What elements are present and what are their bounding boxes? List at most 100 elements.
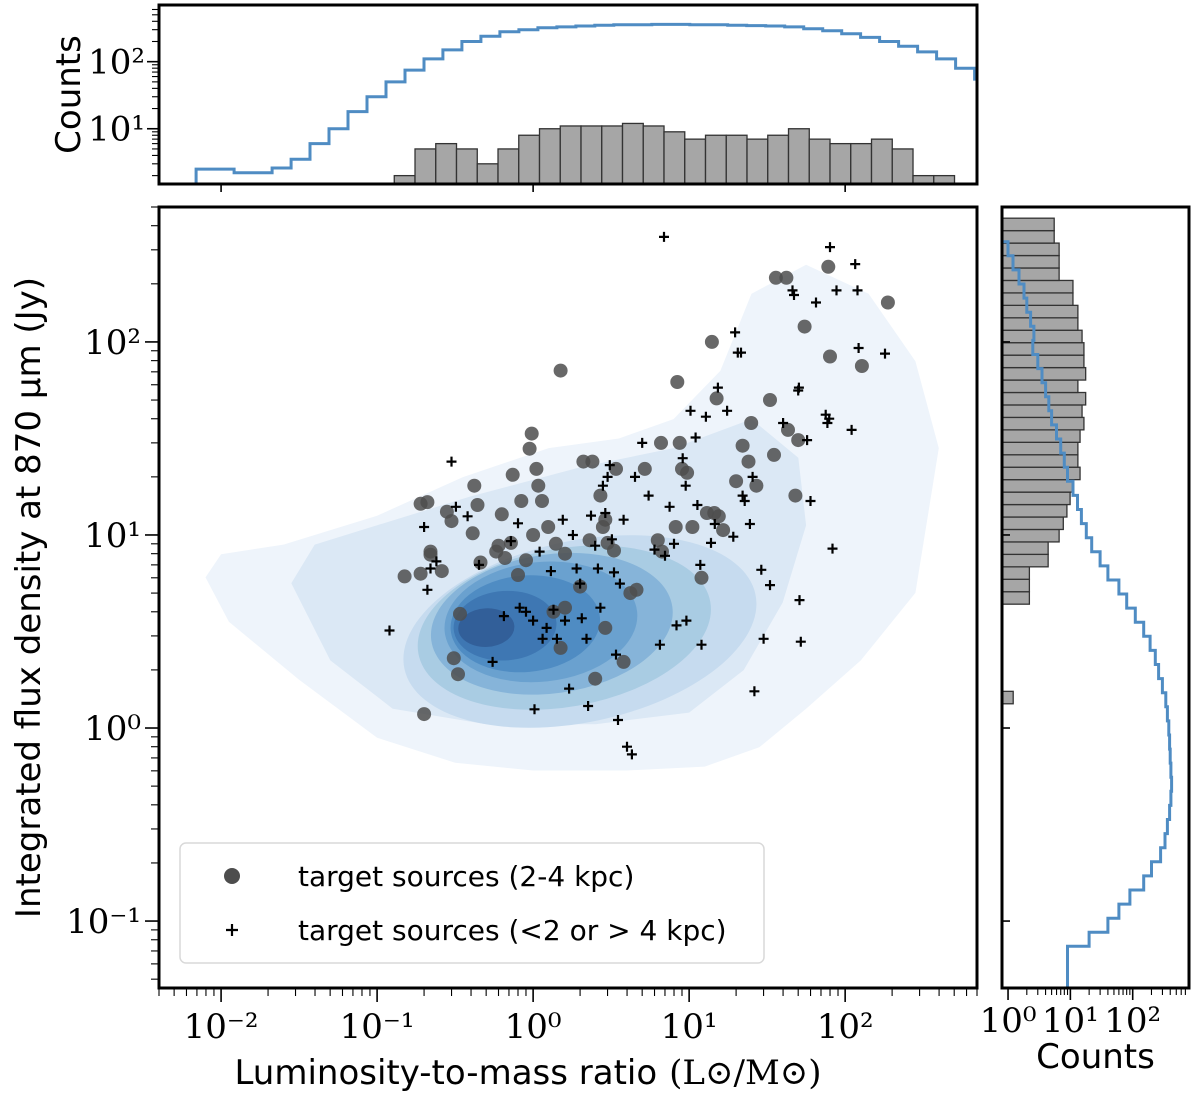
legend-marker-plus [226,924,238,936]
data-point [811,297,821,308]
legend-marker-dot [224,868,240,884]
data-point [650,533,665,548]
x-axis-label: Luminosity-to-mass ratio (L⊙/M⊙) [234,1053,821,1093]
data-point [537,633,548,644]
data-point [600,508,611,518]
data-point [660,550,670,561]
data-point [629,582,644,597]
data-point [622,741,632,752]
right-x-tick-label: 10⁰ [980,1001,1037,1041]
data-point [695,559,706,570]
data-point [613,715,623,725]
data-point [744,416,759,430]
data-point [434,564,449,579]
data-point [604,460,615,471]
hist-bar [1002,242,1060,257]
data-point [880,295,895,310]
data-point [756,564,767,575]
right-x-tick-label: 10² [1104,1001,1161,1041]
data-point [630,471,640,482]
main-scatter-panel: 10⁻² 10⁻¹ 10⁰ 10¹ 10² 10⁻¹ 10⁰ 10¹ 10² Luminosity… [9,205,979,1093]
data-point [473,555,488,570]
data-point [680,480,691,491]
data-point [431,556,442,567]
data-point [823,349,837,364]
hist-bar [559,125,582,184]
hist-bar [455,148,478,184]
data-point [446,651,461,666]
data-point [446,456,457,467]
hist-bar [891,148,914,184]
hist-bar [684,138,707,184]
x-axis-ticks [158,988,978,1002]
data-point [534,546,545,557]
data-point [704,334,719,349]
data-point [535,494,549,508]
data-point [384,625,395,636]
data-point [606,534,617,545]
data-point [694,570,709,585]
data-point [551,633,562,644]
hist-bar [1002,168,1040,180]
series-target-2-4kpc [397,259,895,722]
data-point [670,375,685,389]
data-point [511,568,525,582]
hist-bar [1002,279,1074,294]
data-point [853,343,864,353]
data-point [467,478,482,493]
y-axis-label: Integrated flux density at 870 μm (Jy) [9,277,49,918]
data-point [422,584,433,595]
hist-bar [1002,292,1074,306]
hist-bar [642,125,665,184]
hist-bar [1002,254,1060,269]
data-point [614,578,625,589]
data-point [821,259,836,274]
data-point [450,501,461,512]
hist-bar [1002,503,1068,518]
data-point [583,701,594,711]
data-point [709,519,720,529]
data-point [730,327,741,338]
hist-bar [808,138,831,184]
data-point [575,578,586,589]
hist-bar [1002,516,1064,531]
legend-box [179,842,765,964]
data-point [474,559,484,570]
right-hist-step [1002,227,1174,988]
data-point [735,438,750,453]
data-point [850,259,861,270]
data-point [558,600,572,615]
data-point [654,639,665,650]
hist-bar [1002,81,1054,93]
y-tick-label: 10⁻¹ [66,902,141,942]
main-axes-frame [157,205,979,990]
data-point [677,453,688,464]
data-point [529,461,544,476]
data-point [582,533,597,548]
data-point [680,465,695,480]
top-y-axis-label: Counts [49,35,89,154]
data-point [736,347,746,358]
data-point [423,547,438,562]
data-point [643,490,654,501]
data-point [553,640,568,655]
data-point [722,405,733,416]
data-point [487,656,498,667]
hist-bar [1002,441,1079,456]
data-point [607,543,621,558]
y-tick-label: 10² [84,323,141,363]
hist-bar [1002,416,1085,431]
data-point [419,522,430,532]
data-point [825,242,835,253]
hist-bar [1002,94,1054,106]
data-point [560,615,570,626]
hist-bar [1002,379,1079,394]
data-point [654,435,668,450]
data-point [685,405,696,416]
hist-bar [1002,566,1031,580]
data-point [805,496,816,506]
hist-bar [414,148,437,184]
data-point [528,615,539,626]
hist-bar [601,125,624,184]
